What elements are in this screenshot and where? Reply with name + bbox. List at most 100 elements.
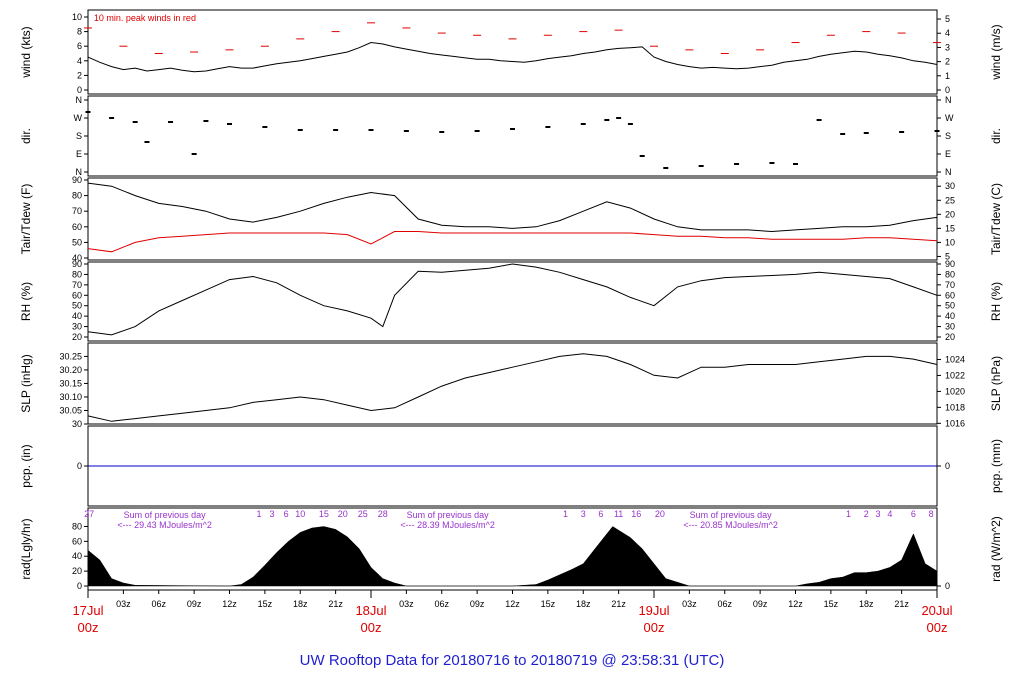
panel-temp: Tair/Tdew (F) Tair/Tdew (C) 40 50 60 70 80 90 5 1… xyxy=(19,175,1003,263)
panel-frame xyxy=(87,507,938,591)
x-tick-label: 06z xyxy=(434,599,449,609)
panel-pcp: pcp. (in) pcp. (mm) 0 0 xyxy=(19,425,1003,507)
tick-label: W xyxy=(74,113,83,123)
tick-label: 20 xyxy=(72,332,82,342)
direction-point xyxy=(734,163,740,165)
x-tick-label: 09z xyxy=(753,599,768,609)
series-line-tdew xyxy=(87,231,938,253)
tick-label: 40 xyxy=(72,551,82,561)
tick-label: 30.10 xyxy=(59,392,82,402)
direction-point xyxy=(144,141,150,143)
tick-label: 4 xyxy=(945,28,950,38)
radiation-sum-value: <--- 29.43 MJoules/m^2 xyxy=(117,520,212,530)
hour-index-label: 3 xyxy=(876,509,881,519)
tick-label: E xyxy=(945,149,951,159)
y-axis-label-left: wind (kts) xyxy=(19,26,33,78)
y-axis-label-right: RH (%) xyxy=(989,282,1003,321)
y-axis-label-right: dir. xyxy=(989,128,1003,144)
y-axis-label-left: SLP (inHg) xyxy=(19,354,33,412)
tick-label: 15 xyxy=(945,223,955,233)
panel-frame xyxy=(87,342,938,425)
tick-label: 90 xyxy=(72,175,82,185)
tick-label: 8 xyxy=(77,27,82,37)
tick-label: 60 xyxy=(72,536,82,546)
panel-rh: RH (%) RH (%)2030405060708090203040506070… xyxy=(19,259,1003,342)
hour-index-label: 16 xyxy=(631,509,641,519)
tick-label: 40 xyxy=(945,311,955,321)
hour-index-label: 20 xyxy=(338,509,348,519)
direction-point xyxy=(439,131,445,133)
x-tick-label: 06z xyxy=(151,599,166,609)
x-day-label: 17Jul xyxy=(72,603,103,618)
radiation-sum-label: Sum of previous day xyxy=(407,510,490,520)
direction-point xyxy=(191,153,197,155)
y-axis-label-right: SLP (hPa) xyxy=(989,356,1003,411)
tick-label: 1 xyxy=(945,71,950,81)
y-axis-label-left: RH (%) xyxy=(19,282,33,321)
tick-label: 1020 xyxy=(945,386,965,396)
tick-label: 70 xyxy=(72,280,82,290)
panel-frame xyxy=(87,261,938,342)
hour-index-label: 1 xyxy=(563,509,568,519)
y-axis-label-right: pcp. (mm) xyxy=(989,439,1003,493)
x-tick-label: 18z xyxy=(859,599,874,609)
tick-label: 50 xyxy=(72,301,82,311)
direction-point xyxy=(368,129,374,131)
hour-index-label: 4 xyxy=(887,509,892,519)
panel-annotation: 10 min. peak winds in red xyxy=(94,13,196,23)
radiation-sum-label: Sum of previous day xyxy=(690,510,773,520)
y-axis-label-right: rad (W/m^2) xyxy=(989,516,1003,582)
tick-label: 90 xyxy=(72,259,82,269)
direction-point xyxy=(109,117,115,119)
tick-label: 1022 xyxy=(945,370,965,380)
tick-label: N xyxy=(76,167,83,177)
tick-label: 80 xyxy=(72,269,82,279)
x-tick-label: 12z xyxy=(505,599,520,609)
x-tick-label: 21z xyxy=(328,599,343,609)
x-day-hour-label: 00z xyxy=(927,620,948,635)
direction-point xyxy=(297,129,303,131)
hour-index-label: 20 xyxy=(655,509,665,519)
tick-label: 1024 xyxy=(945,354,965,364)
panel-frame xyxy=(87,177,938,261)
direction-point xyxy=(545,126,551,128)
tick-label: 90 xyxy=(945,259,955,269)
tick-label: 0 xyxy=(945,85,950,95)
tick-label: 30.05 xyxy=(59,405,82,415)
hour-index-label: 11 xyxy=(614,509,623,519)
direction-point xyxy=(639,155,645,157)
direction-point xyxy=(85,111,91,113)
chart-title: UW Rooftop Data for 20180716 to 20180719… xyxy=(300,652,725,669)
tick-label: 0 xyxy=(77,461,82,471)
radiation-area xyxy=(87,526,938,587)
tick-label: 30 xyxy=(945,322,955,332)
direction-point xyxy=(333,129,339,131)
tick-label: 40 xyxy=(72,253,82,263)
direction-point xyxy=(793,163,798,165)
x-tick-label: 12z xyxy=(788,599,803,609)
x-tick-label: 15z xyxy=(541,599,556,609)
hour-index-label: 15 xyxy=(319,509,329,519)
tick-label: 4 xyxy=(77,56,82,66)
x-tick-label: 21z xyxy=(894,599,909,609)
x-day-label: 18Jul xyxy=(355,603,386,618)
tick-label: 5 xyxy=(945,251,950,261)
tick-label: 0 xyxy=(77,85,82,95)
tick-label: 2 xyxy=(945,57,950,67)
y-axis-label-left: dir. xyxy=(19,128,33,144)
series-line-slp xyxy=(87,353,938,422)
hour-index-label: 8 xyxy=(929,509,934,519)
tick-label: W xyxy=(945,113,954,123)
tick-label: 70 xyxy=(945,280,955,290)
tick-label: N xyxy=(76,95,83,105)
tick-label: S xyxy=(76,131,82,141)
direction-point xyxy=(510,128,515,130)
x-tick-label: 06z xyxy=(717,599,732,609)
tick-label: 0 xyxy=(77,581,82,591)
tick-label: 50 xyxy=(945,301,955,311)
series-line-wind-speed xyxy=(87,41,938,73)
x-tick-label: 09z xyxy=(187,599,202,609)
x-axis: 03z 06z 09z 12z 15z 18z 21z 03z 06z 09z 12z 15z 18z 2… xyxy=(72,590,953,635)
tick-label: 0 xyxy=(945,581,950,591)
